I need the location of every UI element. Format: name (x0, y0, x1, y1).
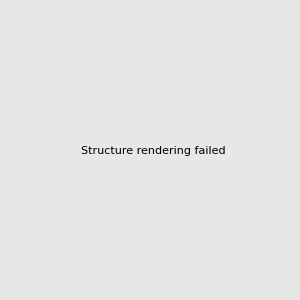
Text: Structure rendering failed: Structure rendering failed (81, 146, 226, 157)
